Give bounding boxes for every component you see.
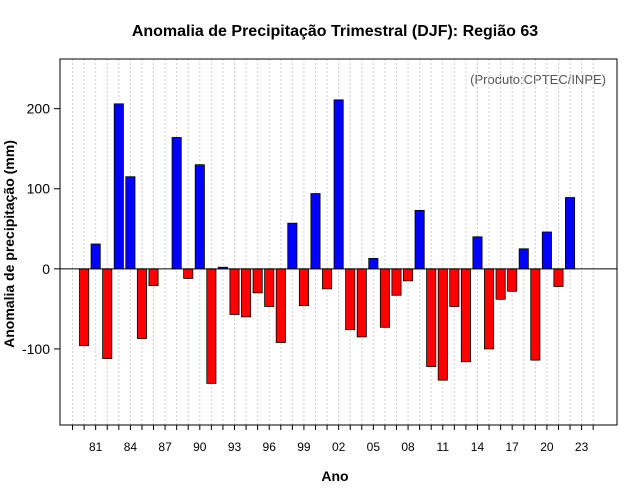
bar-16 [495, 268, 506, 300]
bar-84 [125, 176, 136, 270]
x-tick-label: 20 [540, 440, 554, 454]
bar-17 [507, 268, 518, 292]
x-tick-label: 87 [158, 440, 172, 454]
bar-10 [426, 268, 437, 367]
bar-12 [449, 268, 460, 307]
bar-08 [403, 268, 414, 282]
bar-97 [275, 268, 286, 343]
bar-83 [113, 103, 124, 270]
bar-99 [298, 268, 309, 307]
bar-86 [148, 268, 159, 287]
bar-15 [484, 268, 495, 350]
bar-04 [356, 268, 367, 338]
y-tick-label: 200 [27, 101, 51, 117]
bar-95 [252, 268, 263, 294]
bar-05 [368, 258, 379, 270]
y-tick-label: 0 [42, 261, 50, 277]
bar-11 [437, 268, 448, 381]
chart-title: Anomalia de Precipitação Trimestral (DJF… [132, 23, 538, 40]
bar-80 [79, 268, 90, 347]
x-tick-label: 23 [575, 440, 589, 454]
y-tick-label: -100 [22, 341, 50, 357]
x-tick-label: 08 [401, 440, 415, 454]
bar-18 [518, 248, 529, 270]
y-axis-title: Anomalia de precipitação (mm) [1, 140, 17, 348]
bar-82 [102, 268, 113, 359]
bar-06 [379, 268, 390, 328]
x-tick-label: 81 [89, 440, 103, 454]
bar-98 [287, 222, 298, 270]
x-tick-label: 84 [124, 440, 138, 454]
bar-20 [541, 231, 552, 270]
bars [79, 99, 576, 384]
x-tick-label: 02 [332, 440, 346, 454]
bar-00 [310, 193, 321, 270]
bar-02 [333, 99, 344, 270]
x-tick-label: 93 [228, 440, 242, 454]
bar-96 [264, 268, 275, 307]
bar-07 [391, 268, 402, 296]
bar-89 [183, 268, 194, 279]
x-tick-label: 99 [297, 440, 311, 454]
bar-81 [90, 243, 101, 270]
bar-14 [472, 236, 483, 270]
bar-09 [414, 209, 425, 270]
x-tick-label: 17 [506, 440, 520, 454]
bar-90 [194, 164, 205, 270]
bar-03 [345, 268, 356, 331]
bar-21 [553, 268, 564, 287]
bar-22 [565, 197, 576, 270]
bar-13 [460, 268, 471, 363]
bar-19 [530, 268, 541, 361]
bar-01 [322, 268, 333, 290]
bar-88 [171, 137, 182, 270]
x-tick-label: 90 [193, 440, 207, 454]
bar-91 [206, 268, 217, 384]
x-axis-title: Ano [321, 468, 348, 484]
credit-label: (Produto:CPTEC/INPE) [470, 72, 606, 87]
x-tick-label: 14 [471, 440, 485, 454]
bar-94 [241, 268, 252, 318]
bar-85 [136, 268, 147, 339]
axes: -100 0 100 200 81 84 87 90 93 96 99 02 05 08 11 14 17 20 2… [22, 58, 618, 454]
grid [72, 59, 594, 425]
y-tick-label: 100 [27, 181, 51, 197]
x-tick-label: 96 [263, 440, 277, 454]
x-tick-label: 11 [437, 440, 450, 454]
x-tick-label: 05 [367, 440, 381, 454]
bar-93 [229, 268, 240, 315]
